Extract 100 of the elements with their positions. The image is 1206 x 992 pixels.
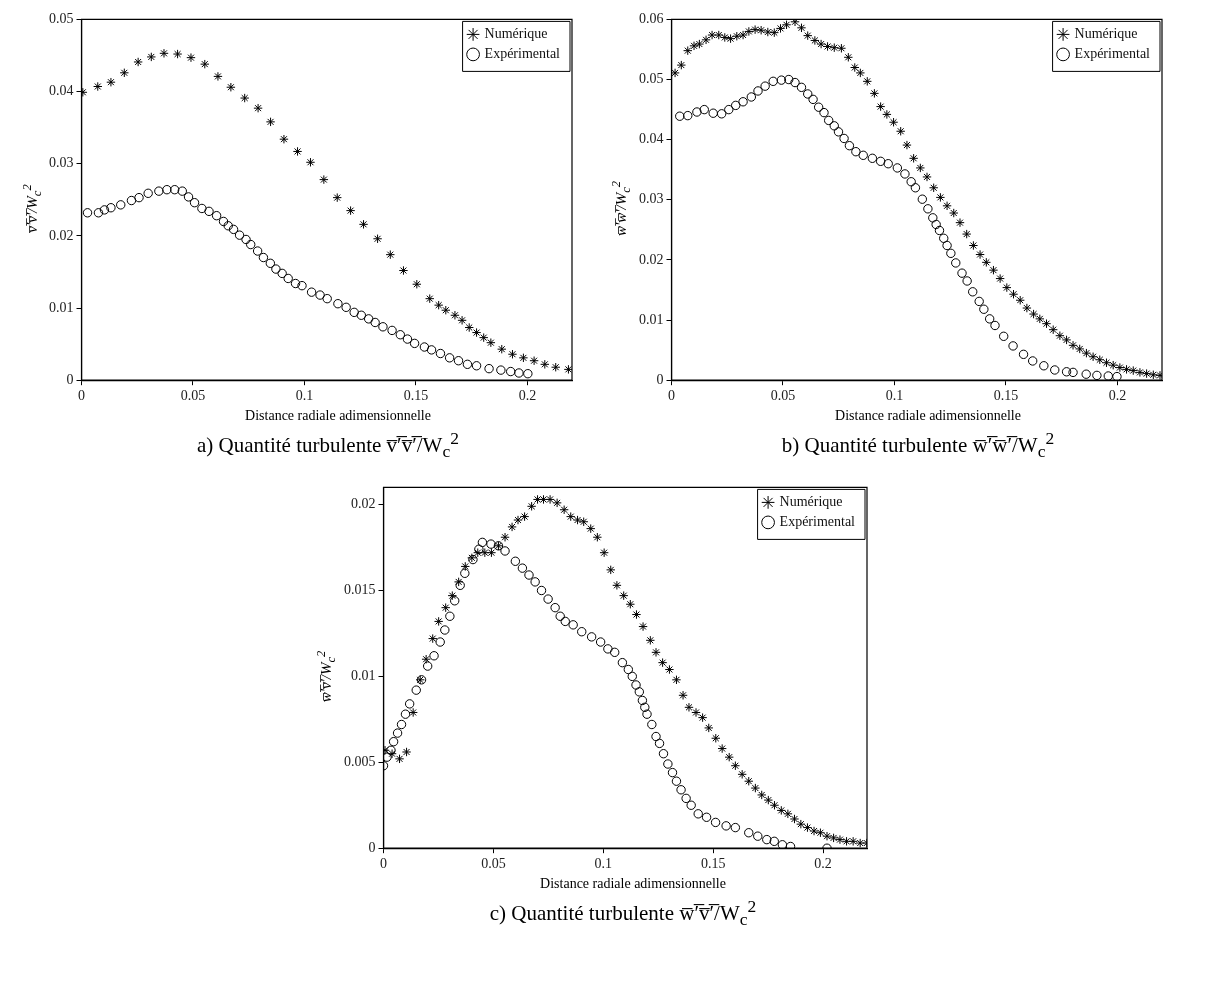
point [507,349,518,359]
point [265,258,276,268]
point [265,117,276,127]
y-tick-label: 0.01 [351,668,376,684]
point [292,146,303,157]
point [563,364,572,375]
x-tick-label: 0.1 [295,388,314,404]
point [258,252,269,263]
point [159,48,169,59]
x-tick-label: 0.2 [814,856,832,872]
y-tick-label: 0.02 [351,496,376,512]
point [444,353,455,363]
point [170,185,180,195]
x-tick-label: 0.05 [180,388,206,404]
point [453,356,464,366]
x-tick-label: 0.05 [481,856,506,872]
point [349,307,359,318]
point [358,219,369,230]
x-tick-label: 0 [78,388,85,404]
point [154,186,164,196]
point [162,185,172,195]
point [172,49,183,59]
legend-label: Expérimental [779,514,856,530]
point [279,134,289,144]
point [283,273,293,284]
point [99,205,110,215]
point [146,52,156,62]
point [93,81,103,92]
point [450,310,460,320]
point [271,264,281,274]
y-tick-label: 0 [66,371,74,387]
x-axis-title: Distance radiale adimensionnelle [244,408,432,424]
x-tick-label: 0.1 [594,856,613,872]
point [82,208,93,218]
point [419,342,430,352]
point [226,82,236,92]
point [126,195,137,206]
point [385,249,395,260]
point [484,363,494,374]
legend-label: Numérique [779,494,843,510]
y-tick-label: 0.04 [49,83,74,99]
point [189,197,200,208]
x-tick-label: 0 [380,856,387,872]
point [200,59,210,69]
point [319,174,329,185]
point [496,365,506,375]
point [253,103,263,113]
point [240,93,250,103]
x-tick-label: 0 [668,388,675,404]
y-tick-label: 0.06 [639,11,664,27]
point [119,68,130,78]
y-tick-label: 0 [656,371,664,387]
point [518,353,529,363]
point [529,356,539,366]
point [341,302,351,313]
point [409,338,420,349]
x-tick-label: 0.2 [1108,388,1127,404]
point [398,265,409,276]
point [457,315,467,326]
y-tick-label: 0 [368,840,376,856]
point [197,203,207,214]
point [402,334,413,344]
point [441,305,451,315]
point [213,71,223,82]
point [345,205,356,216]
point [106,77,116,87]
point [435,348,446,359]
x-axis-title: Distance radiale adimensionnelle [539,876,727,893]
x-tick-label: 0.15 [993,388,1019,404]
point [204,206,214,217]
point [464,322,474,333]
point [183,192,194,202]
point [306,287,317,297]
y-tick-label: 0.03 [49,155,74,171]
y-tick-label: 0.03 [639,191,664,207]
y-tick-label: 0.02 [49,227,74,243]
point [471,327,482,338]
y-tick-label: 0.02 [639,251,664,267]
legend-label: Expérimental [484,46,561,62]
point [540,359,550,370]
point [412,279,422,289]
y-tick-label: 0.015 [344,582,376,598]
point [290,278,301,289]
point [479,332,489,343]
point [425,293,435,304]
x-tick-label: 0.1 [885,388,904,404]
point [277,268,287,279]
legend-label: Numérique [1074,26,1138,42]
point [234,230,245,240]
point [433,300,444,310]
point [426,345,437,355]
y-tick-label: 0.01 [639,311,664,327]
point [387,325,397,336]
point [134,192,144,203]
x-tick-label: 0.15 [403,388,429,404]
point [514,368,524,378]
point [133,57,143,67]
y-tick-label: 0.01 [49,299,74,315]
point [211,210,222,221]
point [462,359,473,370]
